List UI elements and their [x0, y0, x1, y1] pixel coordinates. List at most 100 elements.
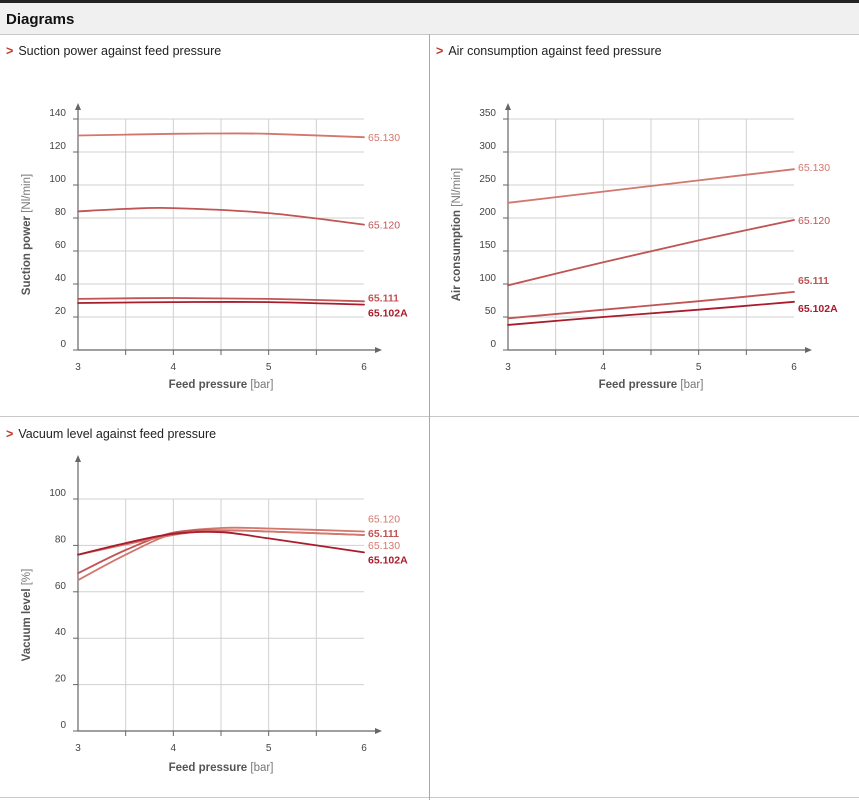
y-tick-label: 40 — [55, 627, 67, 638]
x-tick-label: 6 — [791, 362, 797, 373]
x-axis-label: Feed pressure [bar] — [599, 379, 704, 391]
series-label-65.102A: 65.102A — [368, 554, 408, 566]
y-tick-label: 100 — [49, 488, 66, 499]
y-tick-label: 120 — [49, 141, 66, 152]
y-axis-label: Vacuum level [%] — [21, 569, 33, 662]
series-label-65.120: 65.120 — [368, 220, 400, 232]
y-axis-label-text: Air consumption — [451, 207, 463, 302]
series-label-65.130: 65.130 — [368, 132, 400, 144]
y-tick-label: 200 — [479, 207, 496, 218]
y-axis-label: Air consumption [Nl/min] — [451, 168, 463, 302]
y-axis-label: Suction power [Nl/min] — [21, 174, 33, 295]
series-line-65.111 — [507, 291, 795, 320]
y-tick-label: 300 — [479, 141, 496, 152]
panel-divider-vertical — [429, 34, 430, 800]
x-tick-label: 5 — [266, 362, 272, 373]
top-rule — [0, 0, 859, 3]
series-line-65.130 — [507, 168, 795, 204]
y-tick-label: 80 — [55, 207, 67, 218]
x-tick-label: 4 — [171, 743, 177, 754]
y-axis-unit: [Nl/min] — [451, 168, 463, 207]
series-label-65.120: 65.120 — [798, 215, 830, 227]
x-tick-label: 5 — [696, 362, 702, 373]
section-title: Diagrams — [6, 11, 75, 28]
y-tick-label: 0 — [490, 339, 496, 350]
series-label-65.120: 65.120 — [368, 513, 400, 525]
y-tick-label: 150 — [479, 240, 496, 251]
x-tick-label: 3 — [75, 362, 81, 373]
y-tick-label: 350 — [479, 108, 496, 119]
y-tick-label: 100 — [479, 273, 496, 284]
panel-title-text: Vacuum level against feed pressure — [18, 427, 217, 441]
y-tick-label: 80 — [55, 534, 67, 545]
y-tick-label: 20 — [55, 306, 67, 317]
y-axis-arrow — [505, 103, 511, 110]
series-label-65.102A: 65.102A — [798, 303, 838, 315]
series-label-65.130: 65.130 — [368, 540, 400, 552]
y-tick-label: 0 — [60, 339, 66, 350]
x-axis-arrow — [375, 728, 382, 734]
y-tick-label: 100 — [49, 174, 66, 185]
y-axis-unit: [Nl/min] — [21, 174, 33, 213]
x-axis-label: Feed pressure [bar] — [169, 762, 274, 774]
series-line-65.120 — [77, 526, 365, 582]
panel-title-text: Air consumption against feed pressure — [448, 44, 662, 58]
y-tick-label: 60 — [55, 581, 67, 592]
x-tick-label: 6 — [361, 362, 367, 373]
series-line-65.102A — [507, 300, 795, 326]
y-tick-label: 40 — [55, 273, 67, 284]
x-axis-unit: [bar] — [680, 379, 703, 391]
x-tick-label: 6 — [361, 743, 367, 754]
x-axis-label-text: Feed pressure — [169, 379, 251, 391]
y-axis-label-text: Suction power — [21, 213, 33, 295]
series-line-65.130 — [77, 132, 365, 139]
x-axis-arrow — [375, 347, 382, 353]
series-label-65.111: 65.111 — [798, 275, 829, 287]
chevron-right-icon: > — [6, 44, 14, 58]
x-axis-label-text: Feed pressure — [599, 379, 681, 391]
y-tick-label: 140 — [49, 108, 66, 119]
y-axis-label-text: Vacuum level — [21, 585, 33, 661]
series-label-65.111: 65.111 — [368, 292, 399, 304]
y-axis-arrow — [75, 103, 81, 110]
x-tick-label: 3 — [505, 362, 511, 373]
x-tick-label: 4 — [601, 362, 607, 373]
panel-title: > Air consumption against feed pressure — [436, 44, 662, 58]
x-axis-unit: [bar] — [250, 762, 273, 774]
series-label-65.130: 65.130 — [798, 162, 830, 174]
x-axis-label: Feed pressure [bar] — [169, 379, 274, 391]
chevron-right-icon: > — [6, 427, 14, 441]
series-label-65.111: 65.111 — [368, 528, 399, 540]
panel-title-text: Suction power against feed pressure — [18, 44, 222, 58]
x-tick-label: 4 — [171, 362, 177, 373]
y-tick-label: 0 — [60, 720, 66, 731]
series-label-65.102A: 65.102A — [368, 308, 408, 320]
x-tick-label: 5 — [266, 743, 272, 754]
section-header: Diagrams — [0, 3, 859, 35]
chevron-right-icon: > — [436, 44, 444, 58]
x-axis-label-text: Feed pressure — [169, 762, 251, 774]
y-axis-unit: [%] — [21, 569, 33, 586]
panel-air-consumption: > Air consumption against feed pressure — [430, 34, 859, 416]
y-tick-label: 50 — [485, 306, 497, 317]
x-tick-label: 3 — [75, 743, 81, 754]
y-tick-label: 60 — [55, 240, 67, 251]
panel-suction-power: > Suction power against feed pressure — [0, 34, 429, 416]
series-line-65.102A — [77, 530, 365, 556]
y-tick-label: 250 — [479, 174, 496, 185]
panel-vacuum-level: > Vacuum level against feed pressure — [0, 417, 429, 797]
series-line-65.120 — [77, 206, 365, 226]
x-axis-unit: [bar] — [250, 379, 273, 391]
series-line-65.120 — [507, 219, 795, 287]
series-line-65.102A — [77, 300, 365, 306]
series-line-65.111 — [77, 297, 365, 303]
y-tick-label: 20 — [55, 674, 67, 685]
panel-title: > Suction power against feed pressure — [6, 44, 221, 58]
panel-title: > Vacuum level against feed pressure — [6, 427, 216, 441]
series-line-65.130 — [77, 529, 365, 556]
x-axis-arrow — [805, 347, 812, 353]
y-axis-arrow — [75, 455, 81, 462]
